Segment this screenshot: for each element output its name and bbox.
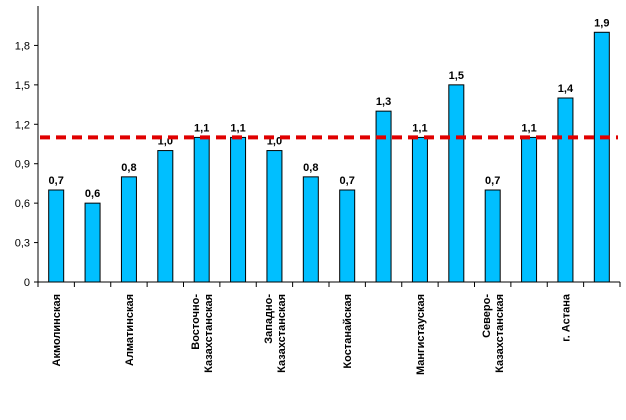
- y-tick-label: 0: [24, 277, 30, 289]
- bar: [302, 176, 319, 283]
- y-tick-label: 1,8: [15, 40, 30, 52]
- bar: [448, 84, 465, 283]
- bar: [193, 136, 210, 283]
- data-label: 1,3: [376, 96, 391, 108]
- bar: [593, 31, 610, 283]
- category-label: г. Астана: [560, 293, 572, 342]
- bar: [230, 136, 247, 283]
- bar: [411, 136, 428, 283]
- bar: [484, 189, 501, 283]
- data-label: 0,7: [485, 175, 500, 187]
- data-label: 0,6: [85, 188, 100, 200]
- bar: [375, 110, 392, 283]
- data-label: 1,1: [194, 122, 209, 134]
- y-tick-label: 0,3: [15, 238, 30, 250]
- y-tick-label: 1,2: [15, 119, 30, 131]
- data-label: 0,8: [303, 162, 318, 174]
- category-label: Казахстанская: [494, 294, 506, 373]
- data-label: 0,7: [340, 175, 355, 187]
- x-axis: [37, 281, 621, 287]
- y-tick-label: 1,5: [15, 80, 30, 92]
- data-label: 1,1: [230, 122, 245, 134]
- category-label: Алматинская: [124, 294, 136, 366]
- bars: [48, 31, 610, 283]
- category-label: Восточно-: [190, 294, 202, 350]
- bar: [84, 202, 101, 283]
- category-labels: Акмолинская Алматинская Восточно- Казахстан…: [51, 293, 572, 375]
- y-tick-label: 0,6: [15, 198, 30, 210]
- bar: [266, 150, 283, 283]
- category-label: Западно-: [263, 294, 275, 344]
- data-label: 1,1: [521, 122, 536, 134]
- category-label: Мангистауская: [415, 294, 427, 375]
- y-axis: 0 0,3 0,6 0,9 1,2 1,5 1,8: [15, 6, 39, 289]
- bar: [120, 176, 137, 283]
- category-label: Акмолинская: [51, 294, 63, 366]
- category-label: Казахстанская: [276, 294, 288, 373]
- data-label: 0,8: [121, 162, 136, 174]
- data-label: 1,1: [412, 122, 427, 134]
- bar: [157, 150, 174, 283]
- category-label: Северо-: [481, 294, 493, 338]
- bar: [339, 189, 356, 283]
- value-labels: 0,70,60,81,01,1 1,11,00,80,71,31,11,50,71…: [49, 17, 610, 200]
- bar: [48, 189, 65, 283]
- data-label: 1,4: [558, 83, 574, 95]
- bar: [557, 97, 574, 283]
- category-label: Костанайская: [342, 294, 354, 369]
- bar: [521, 136, 538, 283]
- data-label: 0,7: [49, 175, 64, 187]
- data-label: 1,9: [594, 17, 609, 29]
- y-tick-label: 0,9: [15, 159, 30, 171]
- data-label: 1,5: [449, 70, 464, 82]
- category-label: Казахстанская: [203, 294, 215, 373]
